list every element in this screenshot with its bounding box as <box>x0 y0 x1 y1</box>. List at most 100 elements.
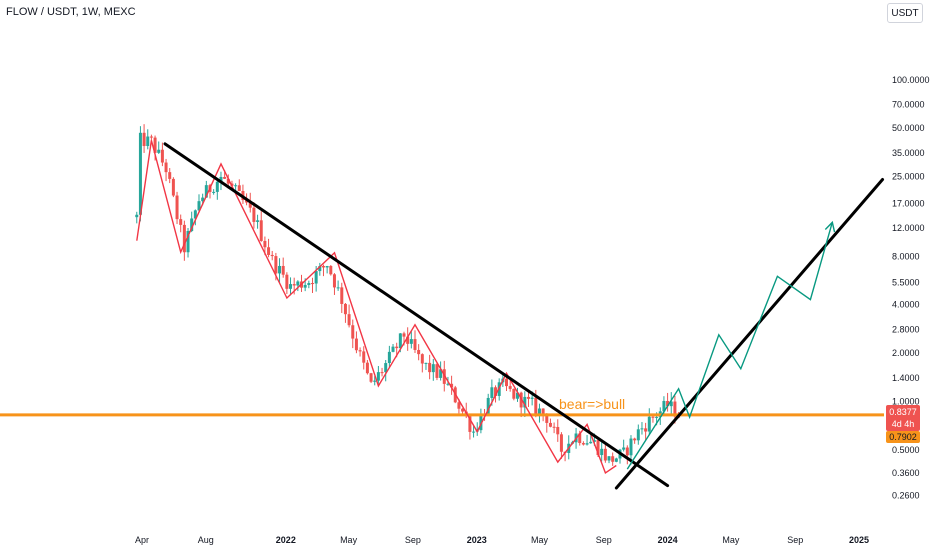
price-tick-label: 2.0000 <box>892 348 920 358</box>
candle-body <box>636 429 640 441</box>
candle-body <box>534 397 538 414</box>
candle-body <box>607 456 611 461</box>
candle-body <box>160 149 164 163</box>
candle-body <box>252 207 256 222</box>
candle-body <box>142 132 146 147</box>
price-tick-label: 0.2600 <box>892 491 920 501</box>
candle-body <box>245 200 249 203</box>
time-tick-label: May <box>531 535 549 545</box>
candle-body <box>358 350 362 352</box>
trendline[interactable] <box>163 142 670 488</box>
candle-body <box>614 458 618 462</box>
price-tick-label: 5.5000 <box>892 277 920 287</box>
candle-body <box>508 386 512 389</box>
candle-body <box>435 364 439 378</box>
candle-body <box>289 284 293 289</box>
time-axis[interactable]: Apr Aug 2022 May Sep 2023 May Sep 2024 May Sep 2025 <box>135 535 869 545</box>
price-tick-label: 25.0000 <box>892 172 925 182</box>
price-tick-label: 17.0000 <box>892 199 925 209</box>
candle-body <box>559 434 563 452</box>
candle-body <box>622 447 626 450</box>
candle-body <box>428 362 432 373</box>
last-price-value: 0.8377 <box>889 407 917 417</box>
candle-body <box>321 266 325 268</box>
candle-body <box>515 392 519 399</box>
candle-body <box>592 440 596 442</box>
candle-body <box>391 346 395 352</box>
level-price-tag <box>886 431 920 443</box>
candle-body <box>486 397 490 416</box>
price-tick-label: 1.0000 <box>892 397 920 407</box>
time-tick-label: 2024 <box>658 535 678 545</box>
candle-body <box>318 266 322 272</box>
candle-body <box>135 214 139 218</box>
candle-body <box>226 178 230 184</box>
candle-body <box>347 314 351 326</box>
candle-body <box>193 210 197 219</box>
time-tick-label: Aug <box>198 535 214 545</box>
candle-body <box>647 416 651 432</box>
currency-button[interactable]: USDT <box>887 3 923 23</box>
candle-body <box>259 220 263 241</box>
price-tick-label: 8.0000 <box>892 251 920 261</box>
candle-body <box>138 132 142 215</box>
price-tick-label: 70.0000 <box>892 100 925 110</box>
candle-body <box>519 392 523 408</box>
candle-body <box>190 218 194 232</box>
wave-zigzag <box>136 140 617 474</box>
candle-body <box>332 274 336 288</box>
candle-body <box>336 287 340 289</box>
price-tick-label: 12.0000 <box>892 223 925 233</box>
candle-body <box>292 284 296 286</box>
candle-body <box>373 380 377 382</box>
candle-body <box>640 428 644 430</box>
projection-path <box>626 222 833 470</box>
candle-body <box>526 396 530 399</box>
candle-body <box>655 416 659 418</box>
candle-body <box>490 387 494 398</box>
time-tick-label: Sep <box>787 535 803 545</box>
candle-body <box>406 336 410 344</box>
candle-body <box>387 351 391 364</box>
candle-body <box>329 265 333 275</box>
candle-body <box>212 191 216 193</box>
candle-body <box>278 265 282 274</box>
candle-body <box>175 195 179 220</box>
candle-body <box>380 372 384 374</box>
candle-body <box>450 383 454 388</box>
candle-body <box>384 363 388 373</box>
candle-body <box>673 401 677 417</box>
candle-body <box>164 162 168 173</box>
candle-body <box>644 428 648 432</box>
candle-body <box>201 197 205 202</box>
candle-body <box>603 448 607 461</box>
time-tick-label: 2025 <box>849 535 869 545</box>
candle-body <box>439 369 443 378</box>
candle-body <box>362 351 366 363</box>
candle-body <box>581 443 585 445</box>
candle-body <box>314 271 318 284</box>
candle-body <box>263 240 267 248</box>
candle-body <box>310 283 314 285</box>
time-tick-label: Apr <box>135 535 149 545</box>
price-tags: 0.8377 4d 4h 0.7902 <box>886 405 920 443</box>
price-tick-label: 4.0000 <box>892 300 920 310</box>
price-axis[interactable]: 100.0000 70.0000 50.0000 35.0000 25.0000 17.0… <box>892 75 930 501</box>
candle-body <box>468 416 472 432</box>
candle-body <box>417 349 421 355</box>
drawing-overlays: bear=>bull <box>0 140 885 490</box>
candle-body <box>523 396 527 408</box>
candle-body <box>494 387 498 396</box>
trendline[interactable] <box>614 178 885 490</box>
candle-body <box>545 414 549 423</box>
candle-body <box>633 438 637 441</box>
time-tick-label: May <box>340 535 358 545</box>
candle-body <box>248 202 252 208</box>
chart-title: FLOW / USDT, 1W, MEXC <box>6 6 136 18</box>
candle-body <box>340 287 344 304</box>
candle-body <box>552 426 556 428</box>
candle-body <box>274 256 278 274</box>
candle-body <box>325 265 329 268</box>
candle-body <box>186 231 190 253</box>
